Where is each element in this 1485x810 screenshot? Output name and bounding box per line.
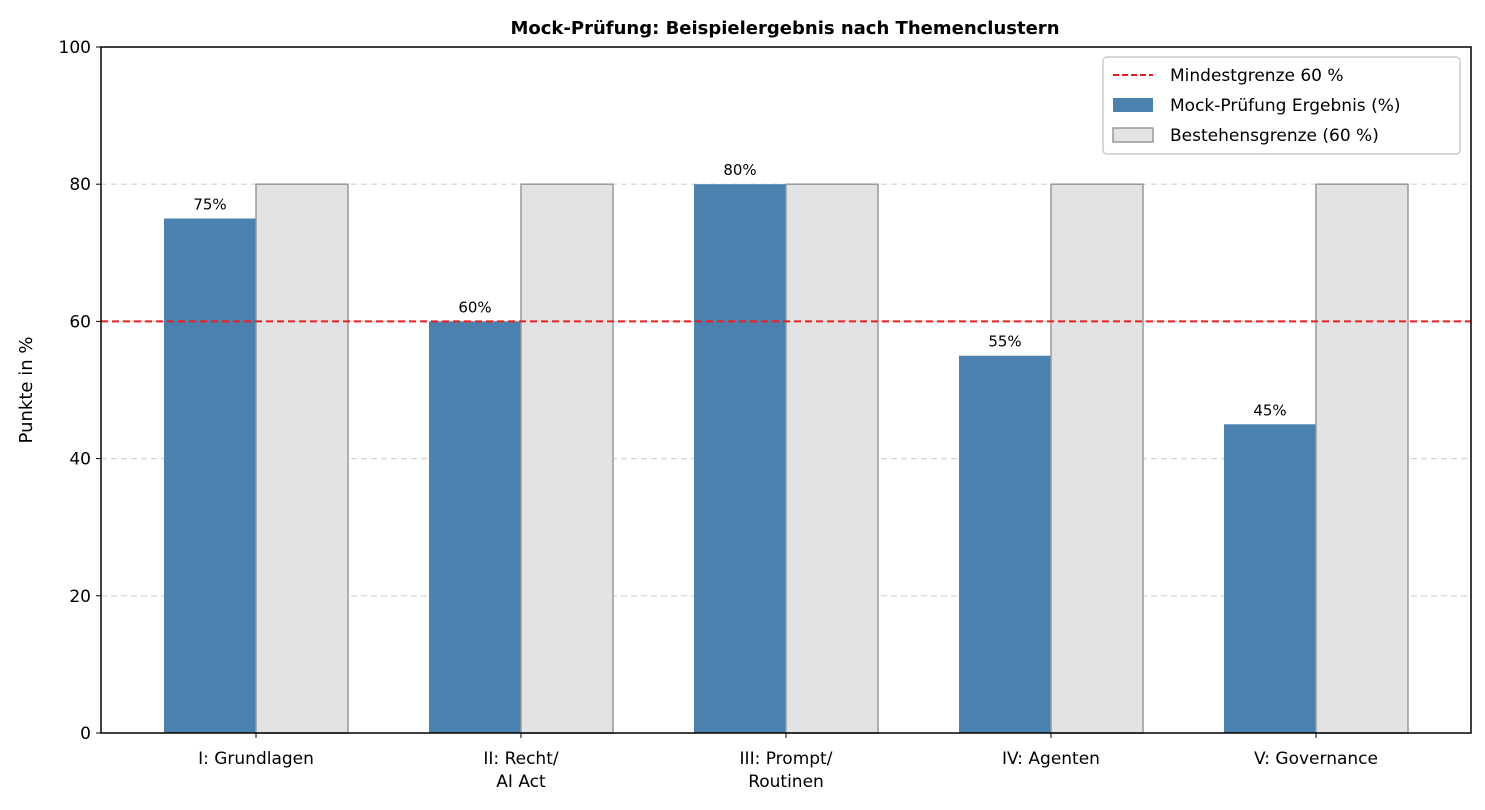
bar-result xyxy=(1224,424,1316,733)
legend-swatch xyxy=(1113,98,1153,112)
bars-layer xyxy=(164,183,1409,734)
x-tick-label: Routinen xyxy=(748,772,824,792)
y-tick-label: 80 xyxy=(69,175,91,195)
legend-label: Mock-Prüfung Ergebnis (%) xyxy=(1170,96,1401,116)
bar-threshold xyxy=(1315,183,1409,734)
legend-swatch xyxy=(1112,127,1154,143)
bar-result xyxy=(959,355,1051,733)
y-tick-label: 40 xyxy=(69,450,91,470)
y-tick-label: 20 xyxy=(69,587,91,607)
data-labels-layer: 75% 60% 80% 55% 45% xyxy=(193,161,1286,419)
data-label: 55% xyxy=(988,333,1021,351)
legend-label: Bestehensgrenze (60 %) xyxy=(1170,126,1379,146)
x-tick-label: IV: Agenten xyxy=(1002,749,1100,769)
bar-threshold xyxy=(1050,183,1144,734)
data-label: 80% xyxy=(723,161,756,179)
x-tick-label: II: Recht/ xyxy=(483,749,558,769)
bar-result xyxy=(164,218,256,733)
bar-threshold xyxy=(785,183,879,734)
bar-result xyxy=(429,321,521,733)
chart-title: Mock-Prüfung: Beispielergebnis nach Them… xyxy=(510,18,1059,39)
y-tick-label: 100 xyxy=(59,38,91,58)
data-label: 75% xyxy=(193,196,226,214)
y-tick-label: 60 xyxy=(69,312,91,332)
data-label: 45% xyxy=(1253,401,1286,419)
bar-threshold xyxy=(520,183,614,734)
bar-result xyxy=(694,184,786,733)
x-tick-label: V: Governance xyxy=(1254,749,1378,769)
axes-layer: I: Grundlagen II: Recht/AI Act III: Prompt… xyxy=(16,38,1472,792)
legend-box xyxy=(1102,56,1461,155)
legend: Mindestgrenze 60 % Mock-Prüfung Ergebnis … xyxy=(1102,56,1461,155)
bar-threshold xyxy=(255,183,349,734)
data-label: 60% xyxy=(458,298,491,316)
y-tick-label: 0 xyxy=(80,724,91,744)
plot-frame xyxy=(100,46,1472,734)
x-tick-label: AI Act xyxy=(496,772,546,792)
y-axis-label: Punkte in % xyxy=(16,337,37,444)
x-tick-label: I: Grundlagen xyxy=(198,749,314,769)
x-tick-label: III: Prompt/ xyxy=(740,749,833,769)
legend-label: Mindestgrenze 60 % xyxy=(1170,66,1344,86)
